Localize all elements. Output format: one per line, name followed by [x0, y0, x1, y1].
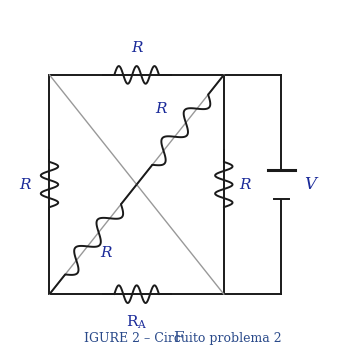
Text: R: R [240, 177, 251, 191]
Text: F: F [173, 331, 184, 345]
Text: R: R [131, 41, 142, 55]
Text: R: R [19, 177, 30, 191]
Text: R: R [155, 102, 166, 115]
Text: R: R [100, 247, 111, 260]
Text: R$_{\mathregular{A}}$: R$_{\mathregular{A}}$ [126, 313, 147, 331]
Text: IGURE 2 – Circuito problema 2: IGURE 2 – Circuito problema 2 [76, 332, 281, 345]
Text: V: V [304, 176, 316, 193]
